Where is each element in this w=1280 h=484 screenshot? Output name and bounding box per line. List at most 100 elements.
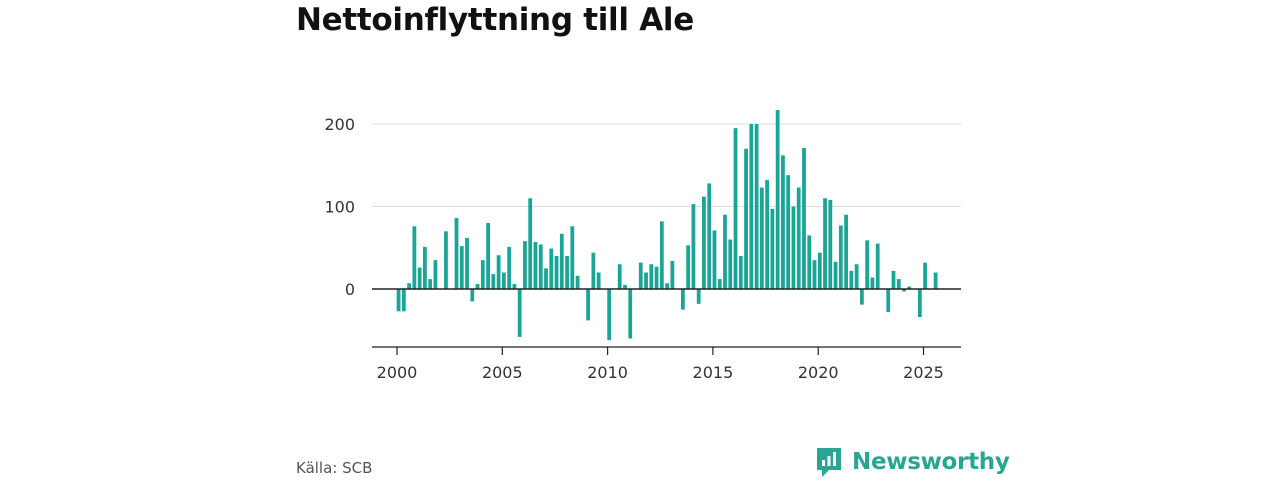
bar <box>781 155 785 289</box>
newsworthy-logo-icon <box>817 448 841 477</box>
bar <box>786 175 791 289</box>
bar <box>833 261 838 289</box>
x-tick-label: 2020 <box>798 363 839 382</box>
bar <box>459 246 464 289</box>
x-tick-label: 2025 <box>903 363 944 382</box>
y-axis-ticks: 0 100 200 <box>324 115 355 299</box>
bar <box>654 266 659 289</box>
bar <box>828 199 833 289</box>
bar <box>559 233 564 289</box>
bar <box>849 270 854 289</box>
bar <box>475 284 480 289</box>
bar <box>823 198 827 289</box>
bar <box>791 206 796 289</box>
brand: Newsworthy <box>815 446 1010 478</box>
bar <box>917 289 922 318</box>
bar <box>738 256 743 289</box>
bar <box>696 289 701 304</box>
bar <box>528 198 533 289</box>
bar <box>638 262 643 289</box>
gridlines <box>372 123 961 207</box>
bar <box>749 124 754 289</box>
bar <box>659 221 664 289</box>
x-axis-ticks: 2000 2005 2010 2015 2020 2025 <box>377 347 944 382</box>
bar <box>923 262 927 289</box>
bar <box>480 260 485 290</box>
bar <box>565 256 569 289</box>
bar <box>817 252 822 289</box>
bar <box>644 272 648 289</box>
bar <box>770 208 775 289</box>
bar <box>465 237 469 289</box>
bar <box>412 226 417 289</box>
bar <box>907 286 912 289</box>
bar <box>623 284 627 290</box>
y-tick-label: 0 <box>345 280 355 299</box>
bar <box>754 124 759 289</box>
bar <box>870 277 875 289</box>
bar <box>896 279 901 289</box>
brand-name: Newsworthy <box>852 449 1010 475</box>
bar <box>544 268 548 290</box>
bar <box>775 109 780 289</box>
bar <box>728 239 733 289</box>
bar <box>407 283 411 289</box>
bar <box>586 289 591 321</box>
bar <box>554 256 559 289</box>
bar <box>686 245 691 289</box>
bar <box>496 255 501 289</box>
bar <box>454 218 459 289</box>
bar <box>902 289 906 292</box>
bar <box>591 252 596 289</box>
x-tick-label: 2015 <box>693 363 734 382</box>
bar <box>860 289 864 305</box>
bar <box>759 187 764 289</box>
bar <box>417 267 422 289</box>
bar <box>796 187 801 289</box>
bar <box>844 214 848 289</box>
bar <box>491 274 496 289</box>
bar <box>717 279 722 289</box>
bar <box>423 246 427 289</box>
bar <box>649 264 654 289</box>
bar <box>428 279 433 289</box>
bar <box>891 270 896 289</box>
bar <box>707 183 712 289</box>
x-tick-label: 2005 <box>482 363 523 382</box>
bar <box>765 180 770 289</box>
bar <box>680 289 685 310</box>
bar <box>486 223 490 289</box>
bar <box>501 272 506 289</box>
bar <box>865 240 870 289</box>
bar <box>507 246 512 289</box>
bar <box>628 289 633 339</box>
bar <box>838 225 843 289</box>
bar <box>470 289 475 302</box>
bar <box>733 128 738 290</box>
bar <box>538 244 543 289</box>
bar <box>712 230 717 289</box>
bar <box>596 272 601 289</box>
x-tick-label: 2010 <box>587 363 628 382</box>
bar <box>744 148 748 289</box>
bar <box>549 248 554 289</box>
bar <box>933 272 938 289</box>
bar <box>607 289 612 341</box>
bar <box>517 289 522 337</box>
bar <box>401 289 406 312</box>
bar <box>523 241 527 289</box>
bar <box>723 214 727 289</box>
x-tick-label: 2000 <box>377 363 418 382</box>
bar <box>875 243 880 290</box>
y-tick-label: 100 <box>324 198 355 217</box>
bar <box>802 147 806 289</box>
bar <box>691 204 696 289</box>
bar <box>854 264 859 289</box>
bar <box>807 235 812 290</box>
bar <box>886 289 891 313</box>
bar <box>575 275 580 289</box>
bar <box>570 226 575 289</box>
bar <box>396 289 401 312</box>
